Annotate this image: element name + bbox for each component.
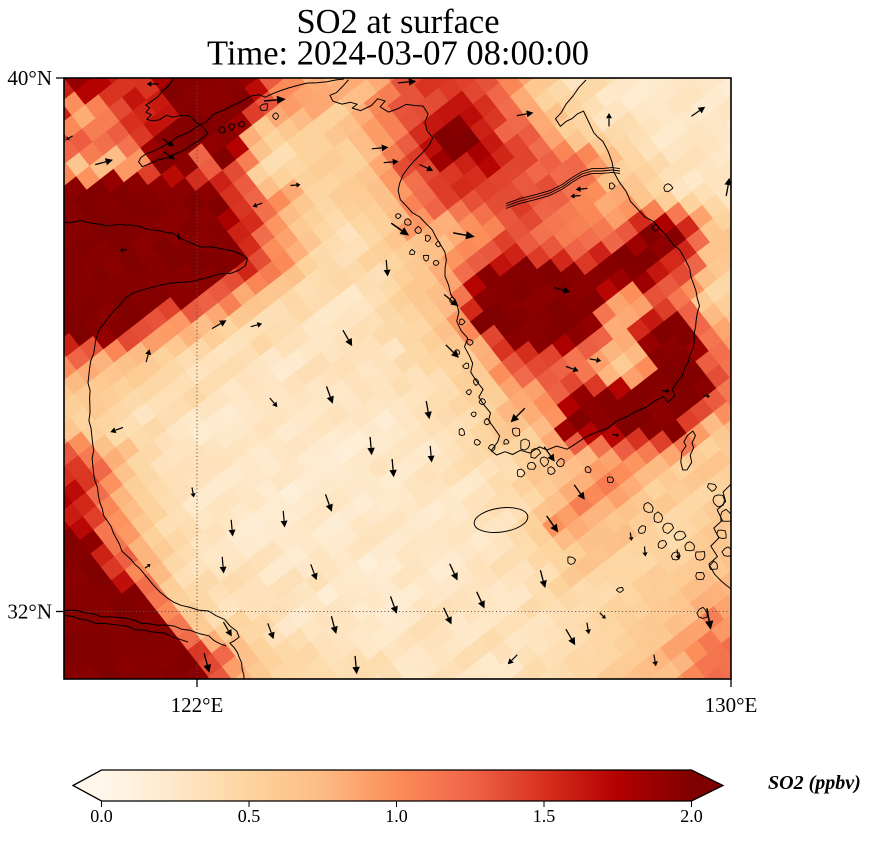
svg-text:32°N: 32°N (7, 600, 52, 624)
svg-text:SO2 (ppbv): SO2 (ppbv) (768, 772, 861, 794)
svg-text:40°N: 40°N (7, 66, 52, 90)
svg-text:122°E: 122°E (171, 693, 224, 717)
svg-text:0.5: 0.5 (238, 806, 261, 826)
svg-text:1.0: 1.0 (385, 806, 408, 826)
svg-text:130°E: 130°E (705, 693, 758, 717)
svg-text:Time: 2024-03-07 08:00:00: Time: 2024-03-07 08:00:00 (207, 35, 589, 73)
svg-text:1.5: 1.5 (533, 806, 556, 826)
svg-text:2.0: 2.0 (680, 806, 703, 826)
svg-text:0.0: 0.0 (90, 806, 113, 826)
